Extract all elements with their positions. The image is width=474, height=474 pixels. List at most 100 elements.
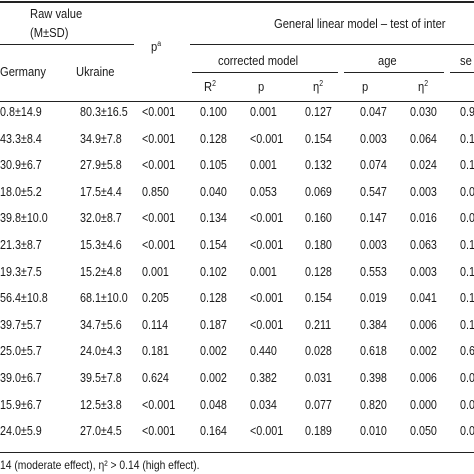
table-cell-ukraine: 68.1±10.0	[80, 291, 128, 306]
sex-heading-partial: se	[460, 53, 472, 68]
table-cell-germany: 18.0±5.2	[0, 184, 42, 199]
table-cell-age-p: 0.003	[360, 238, 387, 252]
bottom-rule	[0, 452, 474, 453]
table-cell-germany: 19.3±7.5	[0, 264, 42, 279]
table-cell-p: <0.001	[142, 131, 176, 146]
table-cell-r2: 0.040	[200, 184, 227, 199]
table-cell-sex: 0.1	[460, 131, 474, 146]
table-cell-r2: 0.187	[200, 317, 227, 332]
corrected-model-heading: corrected model	[218, 53, 299, 68]
table-cell-r2: 0.154	[200, 238, 227, 252]
table-cell-cm-p: 0.001	[250, 158, 277, 173]
table-cell-age-eta: 0.006	[410, 317, 437, 332]
table-cell-age-eta: 0.041	[410, 291, 437, 306]
table-cell-germany: 39.0±6.7	[0, 371, 42, 385]
corrected-model-rule	[192, 72, 338, 73]
table-cell-age-eta: 0.063	[410, 238, 437, 252]
table-cell-age-eta: 0.064	[410, 131, 437, 146]
table-cell-age-p: 0.547	[360, 184, 387, 199]
table-cell-cm-eta: 0.211	[305, 317, 332, 332]
table-cell-cm-eta: 0.160	[305, 211, 332, 226]
corrected-eta-heading: η2	[313, 79, 324, 94]
table-cell-age-p: 0.553	[360, 264, 387, 279]
table-cell-r2: 0.134	[200, 211, 227, 226]
table-cell-cm-p: 0.440	[250, 344, 277, 359]
table-cell-cm-eta: 0.128	[305, 264, 332, 279]
raw-value-heading: Raw value	[30, 6, 83, 21]
table-cell-r2: 0.105	[200, 158, 227, 173]
p-value-heading: pa	[151, 39, 162, 54]
table-cell-r2: 0.102	[200, 264, 227, 279]
table-cell-age-p: 0.820	[360, 397, 387, 412]
table-cell-ukraine: 39.5±7.8	[80, 371, 122, 385]
table-cell-age-p: 0.047	[360, 105, 387, 119]
ukraine-heading: Ukraine	[76, 64, 115, 79]
table-cell-ukraine: 27.0±4.5	[80, 424, 122, 439]
table-cell-ukraine: 80.3±16.5	[80, 105, 128, 119]
table-cell-age-p: 0.147	[360, 211, 387, 226]
table-cell-ukraine: 12.5±3.8	[80, 397, 122, 412]
table-cell-age-eta: 0.000	[410, 397, 437, 412]
table-cell-cm-p: <0.001	[250, 291, 284, 306]
table-cell-p: <0.001	[142, 238, 176, 252]
table-cell-sex: 0.1	[460, 238, 474, 252]
table-cell-cm-eta: 0.069	[305, 184, 332, 199]
table-cell-ukraine: 15.2±4.8	[80, 264, 122, 279]
table-cell-age-eta: 0.006	[410, 371, 437, 385]
table-cell-germany: 25.0±5.7	[0, 344, 42, 359]
table-cell-germany: 15.9±6.7	[0, 397, 42, 412]
table-cell-age-eta: 0.003	[410, 264, 437, 279]
corrected-p-heading: p	[258, 79, 265, 94]
table-cell-sex: 0.0	[460, 211, 474, 226]
table-cell-germany: 43.3±8.4	[0, 131, 42, 146]
table-cell-age-p: 0.074	[360, 158, 387, 173]
table-cell-sex: 0.0	[460, 397, 474, 412]
table-cell-cm-p: 0.001	[250, 264, 277, 279]
table-cell-sex: 0.0	[460, 184, 474, 199]
table-cell-age-p: 0.019	[360, 291, 387, 306]
table-cell-cm-p: 0.382	[250, 371, 277, 385]
table-cell-p: <0.001	[142, 424, 176, 439]
table-cell-p: <0.001	[142, 158, 176, 173]
header-bottom-rule	[0, 101, 474, 102]
table-cell-p: <0.001	[142, 105, 176, 119]
table-cell-age-eta: 0.030	[410, 105, 437, 119]
glm-heading: General linear model – test of inter	[274, 16, 446, 31]
table-cell-cm-p: <0.001	[250, 424, 284, 439]
table-cell-cm-p: 0.053	[250, 184, 277, 199]
age-p-heading: p	[362, 79, 369, 94]
table-cell-sex: 0.6	[460, 344, 474, 359]
table-cell-cm-p: <0.001	[250, 131, 284, 146]
table-cell-cm-eta: 0.154	[305, 131, 332, 146]
table-cell-age-p: 0.010	[360, 424, 387, 439]
table-cell-p: 0.114	[142, 317, 169, 332]
table-cell-cm-p: 0.034	[250, 397, 277, 412]
germany-heading: Germany	[0, 64, 46, 79]
table-cell-r2: 0.048	[200, 397, 227, 412]
table-cell-sex: 0.1	[460, 264, 474, 279]
table-cell-germany: 39.7±5.7	[0, 317, 42, 332]
table-cell-cm-eta: 0.189	[305, 424, 332, 439]
table-cell-ukraine: 32.0±8.7	[80, 211, 122, 226]
table-cell-r2: 0.002	[200, 371, 227, 385]
table-cell-age-eta: 0.003	[410, 184, 437, 199]
table-cell-germany: 24.0±5.9	[0, 424, 42, 439]
table-cell-cm-eta: 0.077	[305, 397, 332, 412]
table-cell-ukraine: 24.0±4.3	[80, 344, 122, 359]
table-cell-sex: 0.1	[460, 291, 474, 306]
glm-rule	[190, 44, 474, 45]
table-cell-p: 0.205	[142, 291, 169, 306]
table-cell-ukraine: 15.3±4.6	[80, 238, 122, 252]
table-cell-r2: 0.128	[200, 291, 227, 306]
table-cell-sex: 0.1	[460, 317, 474, 332]
table-cell-r2: 0.164	[200, 424, 227, 439]
table-cell-germany: 21.3±8.7	[0, 238, 42, 252]
r2-heading: R2	[204, 79, 216, 94]
table-cell-p: 0.850	[142, 184, 169, 199]
table-cell-p: <0.001	[142, 211, 176, 226]
table-cell-r2: 0.128	[200, 131, 227, 146]
table-cell-r2: 0.002	[200, 344, 227, 359]
table-cell-ukraine: 17.5±4.4	[80, 184, 122, 199]
table-cell-cm-eta: 0.154	[305, 291, 332, 306]
